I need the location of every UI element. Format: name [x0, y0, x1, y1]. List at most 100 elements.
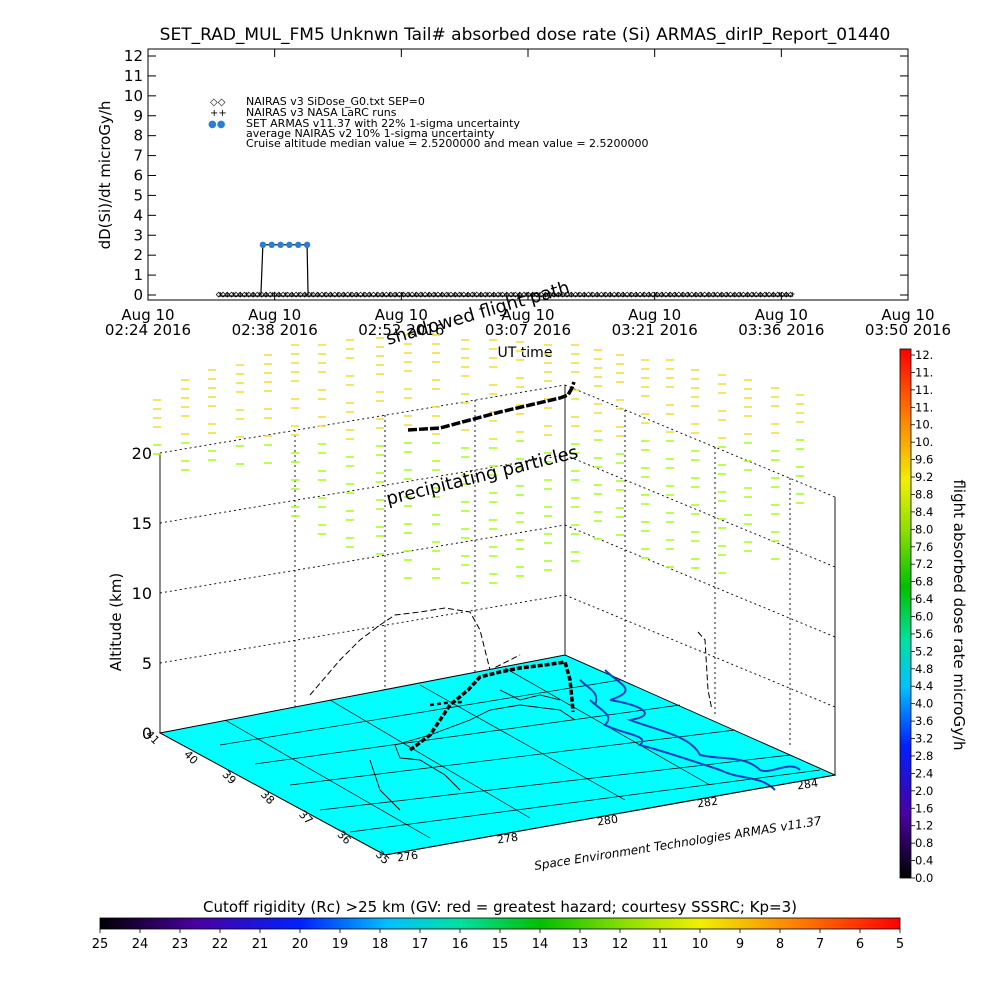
nairas-plus: [641, 292, 646, 297]
legend-symbol: ++: [210, 108, 227, 119]
nairas-plus: [654, 292, 659, 297]
colorbar-tick-label: 2.0: [915, 784, 933, 798]
y-tick-label: 8: [133, 127, 143, 145]
armas-point: [259, 241, 267, 249]
nairas-plus: [472, 292, 477, 297]
legend-symbol: ●●: [208, 119, 226, 130]
y-tick-label: 2: [133, 246, 143, 264]
rigidity-tick-label: 11: [652, 937, 669, 952]
colorbar-tick-label: 4.0: [915, 697, 933, 711]
rigidity-tick-label: 25: [92, 937, 109, 952]
y-axis-label: dD(Si)/dt microGy/h: [96, 101, 114, 250]
lon-tick-label: 282: [696, 795, 719, 811]
nairas-plus: [602, 292, 607, 297]
nairas-plus: [589, 292, 594, 297]
colorbar-label: flight absorbed dose rate microGy/h: [950, 479, 968, 750]
colorbar-tick-label: 5.2: [915, 644, 933, 658]
colorbar-tick-label: 3.2: [915, 732, 933, 746]
z-tick-label: 15: [132, 514, 152, 533]
lon-tick-label: 280: [596, 813, 619, 829]
rigidity-tick-label: 12: [612, 937, 629, 952]
nairas-plus: [667, 292, 672, 297]
colorbar-tick-label: 2.4: [915, 766, 933, 780]
colorbar-tick-label: 0.0: [915, 871, 933, 885]
nairas-plus: [452, 292, 457, 297]
colorbar-tick-label: 9.6: [915, 453, 933, 467]
longitude-axis: 276 278 280 282 284: [396, 777, 819, 865]
nairas-plus: [751, 292, 756, 297]
shadow-trace: [697, 631, 713, 711]
colorbar-tick-label: 0.4: [915, 854, 933, 868]
nairas-plus: [738, 292, 743, 297]
colorbar-tick-label: 7.2: [915, 557, 933, 571]
rigidity-ticks: 25 24 23 22 21 20 19 18 17 16 15 14 13 12 11 10 9 8 7 6 5: [92, 929, 904, 952]
colorbar-tick-label: 4.4: [915, 679, 933, 693]
colorbar-tick-label: 8.8: [915, 487, 933, 501]
z-axis: 0 5 10 15 20: [132, 444, 152, 743]
rigidity-tick-label: 19: [332, 937, 349, 952]
nairas-plus: [290, 292, 295, 297]
armas-point: [277, 241, 284, 249]
nairas-plus: [504, 292, 509, 297]
armas-point: [303, 241, 311, 249]
rigidity-tick-label: 16: [452, 937, 469, 952]
nairas-plus: [543, 292, 548, 297]
y-tick-label: 11: [124, 67, 143, 85]
x-tick-date: Aug 10: [248, 306, 301, 324]
colorbar-tick-label: 0.8: [915, 836, 933, 850]
colorbar-tick-label: 6.0: [915, 610, 933, 624]
nairas-plus: [407, 292, 412, 297]
nairas-plus: [277, 292, 282, 297]
nairas-plus: [348, 292, 353, 297]
nairas-plus: [719, 292, 724, 297]
nairas-plus: [446, 292, 451, 297]
y-tick-label: 0: [133, 286, 143, 304]
nairas-plus: [264, 292, 269, 297]
nairas-plus: [335, 292, 340, 297]
back-wall-grid: [159, 384, 836, 775]
nairas-plus: [426, 292, 431, 297]
z-tick-label: 20: [132, 444, 152, 463]
legend-label: NAIRAS v3 SiDose_G0.txt SEP=0: [246, 95, 425, 108]
map-grid: [219, 667, 821, 839]
nairas-plus: [225, 292, 230, 297]
nairas-plus: [777, 292, 782, 297]
nairas-plus: [251, 292, 256, 297]
y-tick-label: 10: [124, 87, 143, 105]
nairas-plus: [283, 292, 288, 297]
colorbar-tick-label: 1.6: [915, 801, 933, 815]
nairas-plus: [296, 292, 301, 297]
legend-symbol: ◇◇: [210, 97, 226, 108]
nairas-plus: [784, 292, 789, 297]
y-tick-label: 7: [133, 147, 143, 165]
nairas-plus: [595, 292, 600, 297]
nairas-plus: [218, 292, 223, 297]
nairas-plus: [316, 292, 321, 297]
y-tick-label: 4: [133, 206, 143, 224]
nairas-plus: [413, 292, 418, 297]
nairas-plus: [361, 292, 366, 297]
map-floor: [158, 654, 837, 856]
colorbar-tick-label: 12.: [915, 348, 933, 362]
y-tick-label: 1: [133, 266, 143, 284]
flight-path-floor: [408, 660, 575, 752]
x-tick-date: Aug 10: [881, 306, 934, 324]
nairas-plus: [433, 292, 438, 297]
z-axis-label: Altitude (km): [107, 573, 125, 671]
colorbar-tick-label: 1.2: [915, 819, 933, 833]
y-tick-label: 9: [133, 107, 143, 125]
colorbar-tick-label: 2.8: [915, 749, 933, 763]
particle-cloud: [153, 334, 804, 584]
nairas-plus: [322, 292, 327, 297]
x-tick-time: 02:52 2016: [358, 321, 444, 339]
nairas-plus: [706, 292, 711, 297]
nairas-plus: [699, 292, 704, 297]
flight-path: [407, 381, 576, 432]
nairas-plus: [231, 292, 236, 297]
nairas-plus: [257, 292, 262, 297]
rigidity-tick-label: 15: [492, 937, 509, 952]
nairas-plus: [368, 292, 373, 297]
